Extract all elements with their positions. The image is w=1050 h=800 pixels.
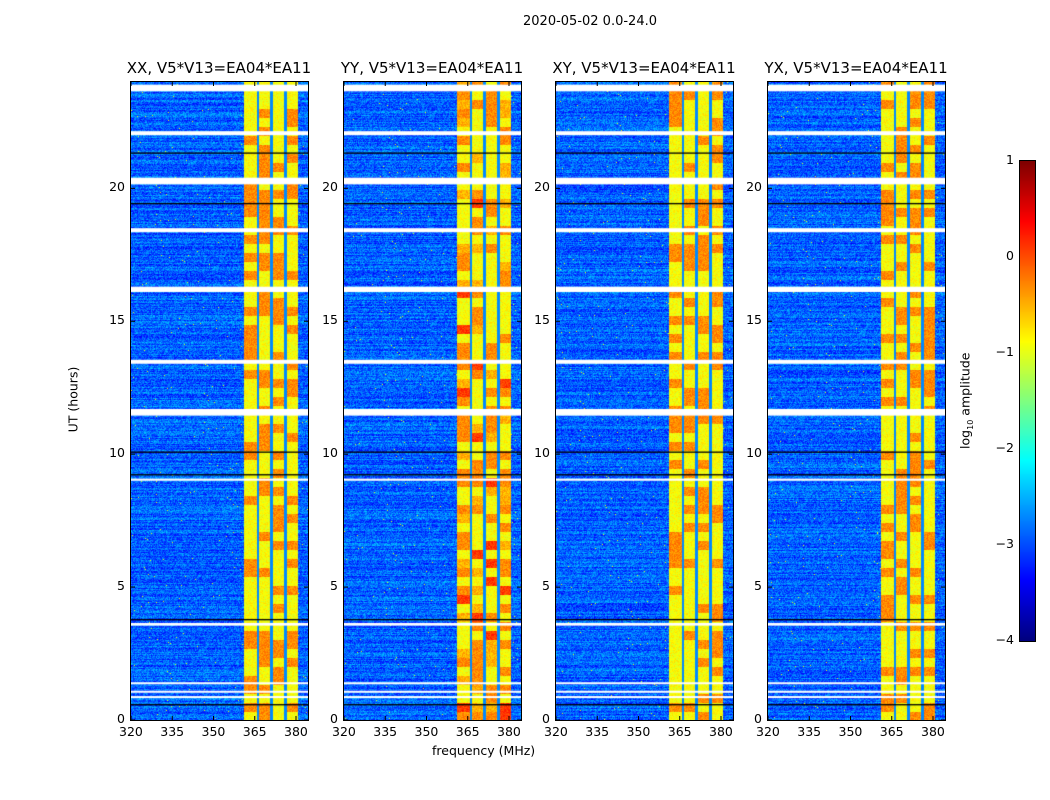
x-tick-label: 365 [242,724,267,739]
y-tick-label: 0 [117,711,125,726]
y-tick-label: 10 [746,445,762,461]
x-tick-label: 320 [119,724,143,739]
y-tick-label: 5 [542,578,550,594]
y-tick-label: 10 [322,445,338,461]
x-tick-label: 350 [201,724,226,739]
x-tick-label: 335 [160,724,185,739]
colorbar-label: log10 amplitude [957,352,975,449]
heatmap-cells [344,82,521,720]
heatmap-cells [768,82,945,720]
x-tick-label: 320 [332,724,356,739]
heatmap-cells [131,82,308,720]
x-tick-label: 350 [626,724,651,739]
y-tick-label: 5 [117,578,125,594]
y-tick-label: 10 [534,445,550,461]
y-tick-label: 20 [746,179,762,195]
y-tick-label: 0 [330,711,338,726]
heatmap-panel [343,81,522,721]
y-tick-label: 20 [322,179,338,195]
y-tick-label: 5 [330,578,338,594]
y-tick-label: 20 [109,179,125,195]
x-tick-label: 365 [667,724,692,739]
x-tick-label: 335 [373,724,398,739]
y-tick-label: 5 [754,578,762,594]
colorbar [1019,160,1036,642]
y-tick-label: 0 [542,711,550,726]
colorbar-tick-label: −1 [995,344,1014,359]
x-tick-label: 380 [709,724,733,739]
y-tick-label: 20 [534,179,550,195]
x-tick-label: 380 [921,724,945,739]
heatmap-cells [556,82,733,720]
colorbar-tick-label: −4 [995,632,1014,647]
x-tick-label: 350 [838,724,863,739]
y-tick-label: 15 [534,312,550,328]
x-tick-label: 320 [756,724,780,739]
x-tick-label: 320 [544,724,568,739]
x-tick-label: 365 [879,724,904,739]
heatmap-panel [555,81,734,721]
x-tick-label: 380 [497,724,521,739]
panel-title: YY, V5*V13=EA04*EA11 [340,59,524,77]
y-axis-label: UT (hours) [65,366,81,433]
y-tick-label: 15 [109,312,125,328]
y-tick-label: 15 [322,312,338,328]
panel-title: XY, V5*V13=EA04*EA11 [552,59,736,77]
x-tick-label: 350 [414,724,439,739]
x-axis-label: frequency (MHz) [432,743,536,758]
x-tick-label: 335 [585,724,610,739]
colorbar-tick-label: 1 [1006,152,1014,167]
heatmap-panel [767,81,946,721]
panel-title: YX, V5*V13=EA04*EA11 [764,59,948,77]
y-tick-label: 0 [754,711,762,726]
colorbar-tick-label: −3 [995,536,1014,551]
x-tick-label: 365 [455,724,480,739]
heatmap-panel [130,81,309,721]
y-tick-label: 15 [746,312,762,328]
x-tick-label: 335 [797,724,822,739]
colorbar-tick-label: −2 [995,440,1014,455]
panel-title: XX, V5*V13=EA04*EA11 [126,59,312,77]
colorbar-tick-label: 0 [1006,248,1014,263]
figure-title: 2020-05-02 0.0-24.0 [523,14,657,29]
x-tick-label: 380 [284,724,308,739]
y-tick-label: 10 [109,445,125,461]
